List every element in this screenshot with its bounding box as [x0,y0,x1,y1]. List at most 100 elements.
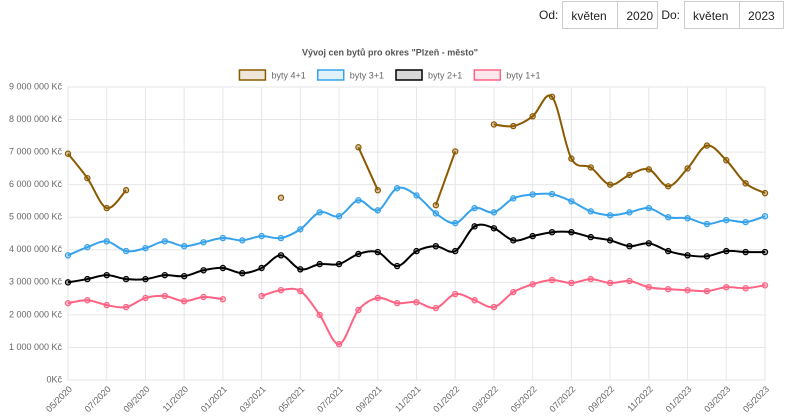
data-point [335,340,343,348]
data-point [471,297,478,304]
from-label: Od: [539,8,559,22]
series-line [67,94,766,210]
data-point [64,279,72,286]
data-point [626,277,633,285]
data-point [703,287,711,295]
data-point [626,171,633,179]
data-point [64,252,72,259]
data-point [200,293,207,301]
data-point [587,208,594,215]
data-point [103,271,110,279]
series-line [67,278,766,346]
x-tick-label: 01/2023 [664,384,694,414]
data-point [452,247,459,255]
data-point [64,150,72,157]
data-point [122,247,130,255]
data-point [742,180,749,187]
data-point [723,216,730,224]
data-point [432,242,440,250]
data-point [432,201,440,209]
data-point [606,181,614,188]
data-point [645,204,653,212]
data-point [510,288,517,296]
data-point [355,306,362,314]
data-point [626,242,633,250]
data-point [219,296,227,303]
y-tick-label: 6 000 000 Kč [9,179,63,189]
date-filter: Od: květen 2020 Do: květen 2023 [536,0,785,30]
data-point [239,237,246,244]
data-point [471,223,478,230]
data-point [84,174,91,182]
data-point [432,210,440,217]
data-point [374,248,381,256]
data-point [606,279,614,287]
data-point [587,275,594,283]
data-point [277,286,285,294]
data-point [742,218,749,226]
x-tick-label: 05/2020 [44,384,74,414]
data-point [316,260,323,268]
data-point [180,242,188,250]
to-label: Do: [661,8,681,22]
data-point [568,155,575,162]
x-tick-label: 09/2020 [121,384,151,414]
data-point [645,240,653,247]
data-point [239,270,246,277]
data-point [684,214,691,222]
data-point [316,311,323,319]
data-point [161,271,169,279]
data-point [413,192,420,199]
data-point [606,237,614,244]
y-tick-label: 1 000 000 Kč [9,342,63,352]
data-point [258,264,265,272]
data-point [393,185,401,192]
y-tick-label: 8 000 000 Kč [9,114,63,124]
data-point [490,225,498,232]
data-point [529,232,536,240]
data-point [161,238,169,245]
y-tick-label: 4 000 000 Kč [9,244,63,254]
data-point [703,220,711,228]
x-tick-label: 05/2022 [509,384,539,414]
x-tick-label: 09/2022 [586,384,616,414]
data-point [297,226,304,233]
data-point [355,197,362,204]
data-point [316,209,323,216]
legend: byty 4+1 byty 3+1 byty 2+1 byty 1+1 [238,69,541,81]
data-point [413,247,420,255]
to-year-input[interactable]: 2023 [740,1,785,29]
data-point [471,204,478,212]
data-point [103,301,110,309]
x-tick-label: 11/2020 [161,384,191,414]
x-tick-label: 05/2021 [276,384,306,414]
data-point [490,303,498,311]
data-point [142,275,149,283]
data-point [277,252,285,259]
data-point [142,294,149,302]
legend-item: byty 2+1 [395,69,462,81]
from-month-select[interactable]: květen [562,1,619,29]
data-point [664,247,672,255]
data-point [452,219,459,227]
legend-item: byty 3+1 [316,69,384,81]
x-tick-label: 11/2022 [625,384,655,414]
data-point [664,183,672,190]
to-month-select[interactable]: květen [684,1,741,29]
from-year-input[interactable]: 2020 [618,1,659,29]
data-point [761,248,769,256]
data-point [277,194,285,201]
data-point [180,298,188,305]
data-point [568,198,575,205]
data-point [529,113,536,120]
data-point [413,298,420,306]
data-point [374,207,381,214]
data-point [606,212,614,219]
data-point [761,189,769,197]
data-point [219,264,227,272]
y-tick-label: 3 000 000 Kč [9,277,63,287]
data-point [684,286,691,294]
x-tick-label: 03/2021 [238,384,268,414]
